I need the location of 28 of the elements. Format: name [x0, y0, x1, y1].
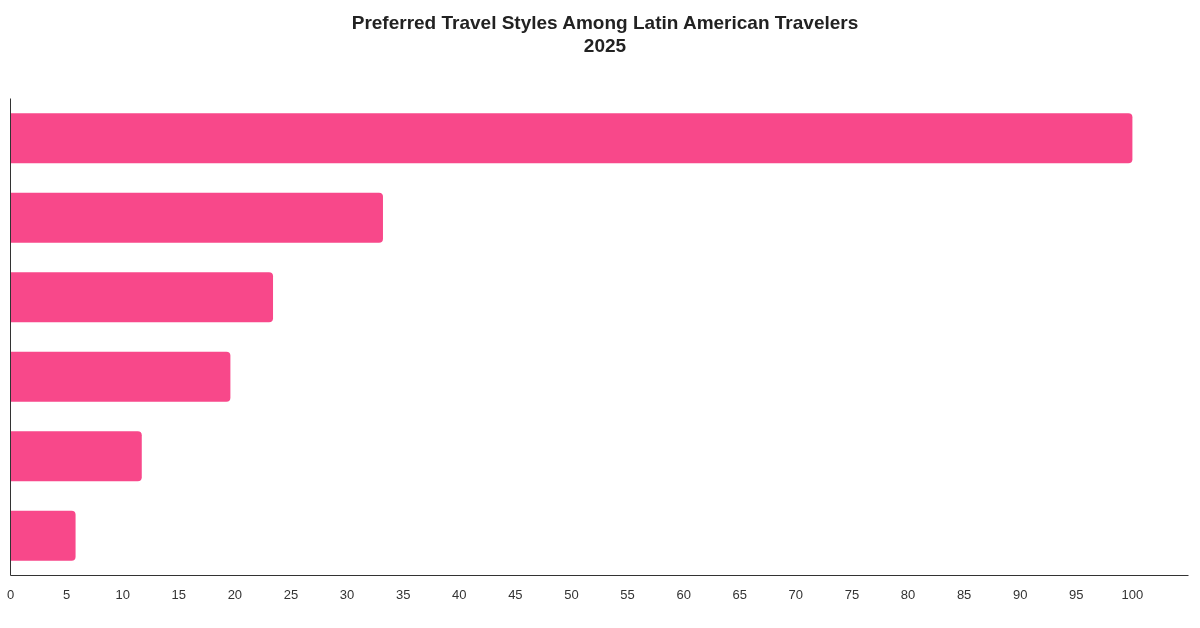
- x-tick-label: 0: [6, 586, 15, 602]
- x-tick-label: 40: [452, 586, 467, 602]
- x-tick-label: 100: [1121, 586, 1144, 602]
- x-tick-label: 80: [900, 586, 916, 602]
- x-tick-label: 30: [339, 586, 355, 602]
- x-tick-label: 35: [395, 586, 411, 602]
- x-tick-label: 15: [171, 586, 187, 602]
- x-tick-label: 45: [508, 586, 523, 602]
- x-tick-label: 25: [283, 586, 299, 602]
- bar: [10, 351, 231, 402]
- x-tick-label: 5: [62, 586, 71, 602]
- bar: [10, 113, 1133, 164]
- bar: [10, 272, 274, 323]
- x-tick-label: 50: [564, 586, 579, 602]
- chart-title: Preferred Travel Styles Among Latin American Travelers 2025: [351, 11, 859, 57]
- x-tick-label: 65: [732, 586, 747, 602]
- x-tick-label: 90: [1012, 586, 1028, 602]
- x-tick-label: 75: [844, 586, 860, 602]
- bar: [10, 431, 142, 482]
- x-tick-label: 95: [1069, 586, 1084, 602]
- x-tick-label: 60: [676, 586, 691, 602]
- x-tick-label: 70: [788, 586, 804, 602]
- x-tick-label: 20: [227, 586, 243, 602]
- bar: [10, 510, 76, 561]
- bar: [10, 192, 383, 243]
- x-tick-label: 55: [620, 586, 635, 602]
- x-tick-label: 10: [115, 586, 130, 602]
- x-tick-label: 85: [956, 586, 972, 602]
